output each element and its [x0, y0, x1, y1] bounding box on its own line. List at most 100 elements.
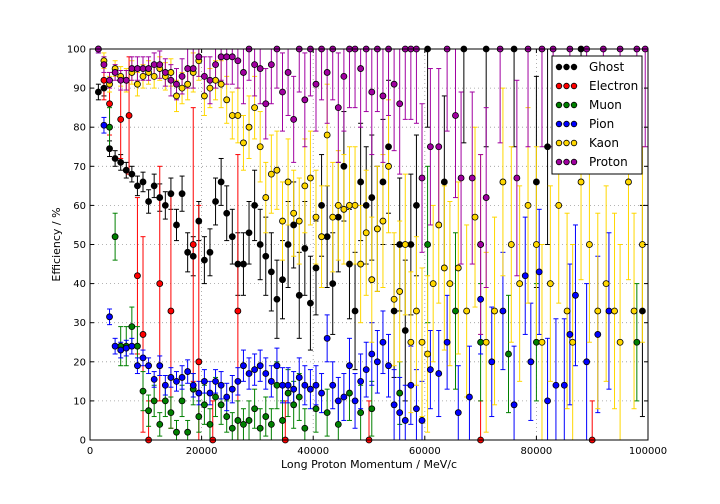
proton-point — [217, 53, 225, 61]
kaon-point — [546, 280, 554, 288]
muon-point — [223, 413, 231, 420]
ghost-point — [100, 84, 108, 92]
pion-point — [357, 377, 365, 385]
kaon-point — [482, 338, 490, 346]
muon-point — [173, 428, 180, 436]
electron-point — [195, 358, 203, 366]
ghost-point — [284, 241, 292, 248]
electron-point — [125, 112, 133, 119]
proton-point — [184, 65, 192, 72]
ghost-point — [240, 260, 247, 268]
kaon-point — [424, 350, 431, 358]
kaon-point — [173, 92, 180, 100]
kaon-point — [251, 104, 259, 112]
kaon-point — [602, 280, 610, 288]
ghost-point — [401, 327, 409, 334]
ghost-point — [256, 241, 264, 248]
pion-point — [145, 362, 152, 370]
ghost-point — [301, 245, 309, 252]
y-tick-label: 60 — [73, 201, 86, 212]
kaon-point — [454, 264, 462, 272]
muon-point — [267, 420, 275, 428]
pion-point — [323, 334, 331, 342]
kaon-point — [630, 307, 638, 315]
kaon-point — [524, 201, 532, 209]
pion-point — [594, 331, 602, 338]
kaon-point — [555, 201, 563, 209]
data-points — [94, 45, 649, 444]
legend-marker-pion — [563, 120, 570, 128]
kaon-point — [577, 178, 585, 186]
pion-point — [267, 377, 275, 385]
kaon-point — [184, 80, 192, 88]
kaon-point — [323, 131, 331, 139]
ghost-point — [379, 178, 387, 186]
kaon-point — [139, 72, 147, 80]
kaon-point — [357, 260, 365, 268]
kaon-point — [290, 209, 298, 217]
kaon-point — [150, 72, 158, 80]
legend-marker-pion — [555, 120, 563, 128]
ghost-point — [228, 233, 236, 241]
x-tick-label: 20000 — [186, 446, 218, 457]
pion-point — [212, 377, 219, 385]
ghost-point — [251, 201, 259, 209]
ghost-point — [340, 162, 348, 170]
proton-point — [139, 65, 147, 72]
proton-point — [477, 241, 485, 248]
pion-point — [396, 409, 404, 417]
proton-point — [106, 76, 113, 84]
pion-point — [544, 397, 551, 405]
pion-point — [279, 381, 286, 389]
pion-point — [373, 358, 381, 366]
muon-point — [256, 424, 264, 432]
muon-point — [228, 424, 236, 432]
proton-point — [284, 69, 292, 76]
proton-point — [368, 88, 376, 96]
kaon-point — [499, 178, 507, 186]
ghost-point — [212, 198, 219, 205]
muon-point — [357, 409, 365, 417]
pion-point — [488, 358, 496, 366]
muon-point — [334, 420, 342, 428]
proton-point — [340, 72, 348, 80]
legend-label-ghost: Ghost — [589, 60, 624, 74]
pion-point — [521, 272, 529, 280]
proton-point — [234, 57, 242, 65]
x-tick-label: 80000 — [520, 446, 552, 457]
pion-point — [379, 338, 387, 346]
pion-point — [466, 393, 473, 401]
pion-point — [167, 374, 175, 381]
proton-point — [122, 76, 130, 84]
muon-point — [477, 338, 485, 346]
electron-point — [167, 307, 175, 315]
electron-point — [100, 76, 108, 84]
kaon-point — [379, 217, 387, 225]
proton-point — [482, 194, 490, 201]
pion-point — [134, 362, 141, 370]
pion-point — [262, 370, 270, 377]
legend-marker-muon — [570, 101, 578, 109]
kaon-point — [563, 307, 571, 315]
pion-point — [234, 377, 242, 385]
muon-point — [200, 401, 208, 409]
proton-point — [117, 76, 125, 84]
kaon-point — [351, 201, 359, 209]
pion-point — [100, 121, 108, 129]
pion-point — [329, 381, 337, 389]
legend-label-kaon: Kaon — [589, 136, 619, 150]
muon-point — [106, 123, 113, 131]
kaon-point — [295, 217, 303, 225]
pion-point — [477, 295, 485, 303]
muon-point — [251, 405, 259, 413]
proton-point — [228, 53, 236, 61]
kaon-point — [440, 264, 448, 272]
kaon-point — [491, 307, 498, 315]
proton-point — [452, 112, 459, 119]
kaon-point — [429, 280, 437, 288]
kaon-point — [279, 217, 286, 225]
kaon-point — [267, 170, 275, 178]
legend-marker-electron — [555, 82, 563, 90]
kaon-point — [396, 288, 404, 295]
kaon-point — [318, 233, 325, 241]
